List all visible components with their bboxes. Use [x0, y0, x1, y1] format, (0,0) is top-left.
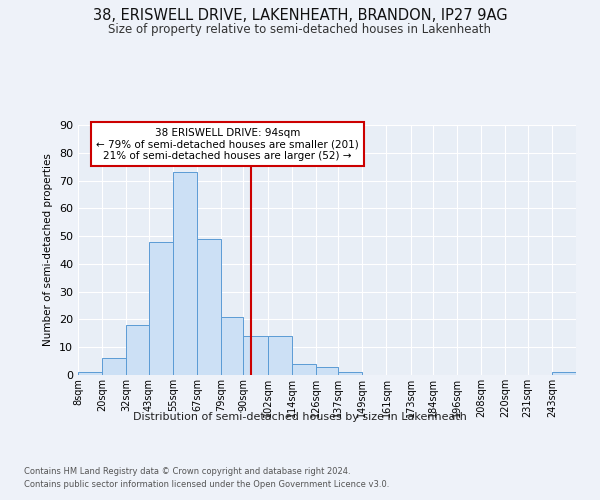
Bar: [173, 172, 197, 375]
Text: 38 ERISWELL DRIVE: 94sqm
← 79% of semi-detached houses are smaller (201)
21% of : 38 ERISWELL DRIVE: 94sqm ← 79% of semi-d…: [96, 128, 359, 160]
Bar: [197, 239, 221, 375]
Bar: [292, 364, 316, 375]
Text: Contains HM Land Registry data © Crown copyright and database right 2024.: Contains HM Land Registry data © Crown c…: [24, 468, 350, 476]
Text: Distribution of semi-detached houses by size in Lakenheath: Distribution of semi-detached houses by …: [133, 412, 467, 422]
Text: 38, ERISWELL DRIVE, LAKENHEATH, BRANDON, IP27 9AG: 38, ERISWELL DRIVE, LAKENHEATH, BRANDON,…: [92, 8, 508, 22]
Text: Contains public sector information licensed under the Open Government Licence v3: Contains public sector information licen…: [24, 480, 389, 489]
Bar: [78, 372, 102, 375]
Bar: [552, 372, 576, 375]
Bar: [316, 366, 338, 375]
Text: Size of property relative to semi-detached houses in Lakenheath: Size of property relative to semi-detach…: [109, 22, 491, 36]
Bar: [244, 336, 268, 375]
Bar: [338, 372, 362, 375]
Bar: [268, 336, 292, 375]
Y-axis label: Number of semi-detached properties: Number of semi-detached properties: [43, 154, 53, 346]
Bar: [127, 325, 149, 375]
Bar: [221, 316, 244, 375]
Bar: [149, 242, 173, 375]
Bar: [102, 358, 127, 375]
